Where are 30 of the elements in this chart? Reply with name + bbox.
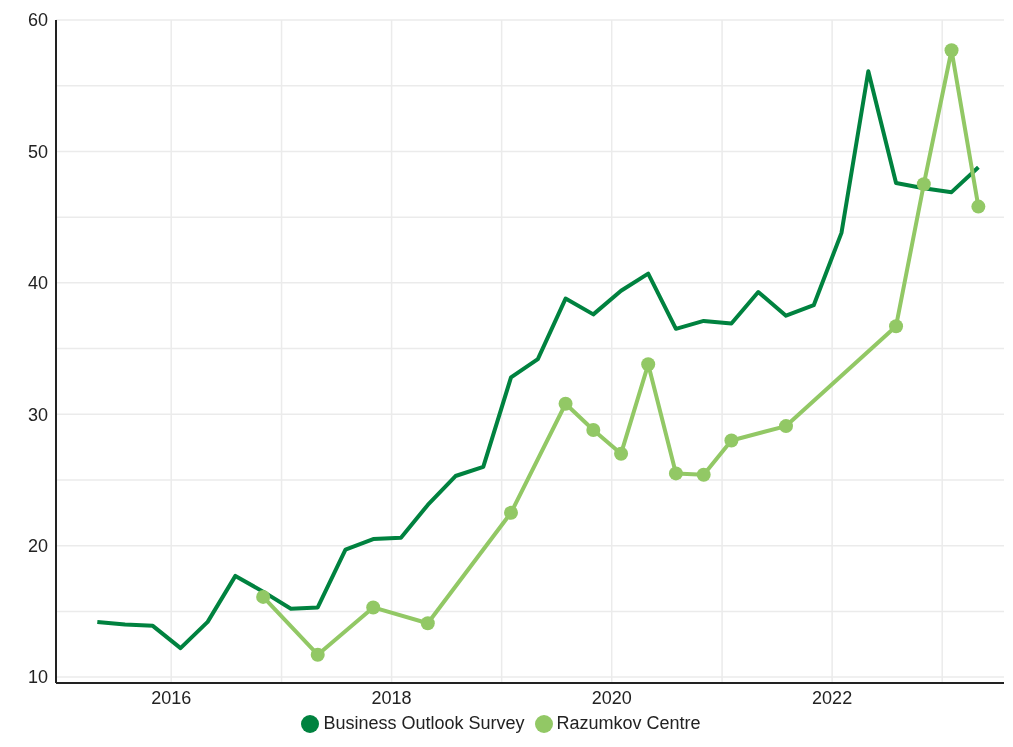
y-tick-label: 60 bbox=[27, 10, 48, 31]
point bbox=[668, 466, 683, 481]
point bbox=[310, 647, 325, 662]
point bbox=[614, 446, 629, 461]
point bbox=[366, 600, 381, 615]
point bbox=[944, 43, 959, 58]
legend-label: Razumkov Centre bbox=[556, 713, 701, 733]
point bbox=[504, 505, 518, 520]
point bbox=[971, 199, 986, 214]
y-tick-label: 10 bbox=[27, 667, 48, 688]
line-series bbox=[95, 69, 981, 651]
point bbox=[779, 419, 793, 434]
y-tick-label: 20 bbox=[27, 536, 48, 557]
legend-label: Business Outlook Survey bbox=[323, 713, 525, 733]
y-tick-label: 50 bbox=[27, 141, 48, 162]
point bbox=[586, 423, 601, 438]
point bbox=[558, 396, 573, 411]
x-tick-label: 2018 bbox=[371, 687, 412, 708]
y-tick-label: 40 bbox=[27, 273, 48, 294]
x-tick-label: 2016 bbox=[151, 687, 192, 708]
x-tick-label: 2020 bbox=[591, 687, 632, 708]
point bbox=[256, 589, 271, 604]
point bbox=[641, 357, 656, 372]
x-tick-label: 2022 bbox=[812, 687, 853, 708]
point bbox=[724, 433, 739, 448]
point bbox=[889, 319, 904, 334]
point bbox=[916, 177, 931, 192]
point bbox=[420, 616, 435, 631]
point bbox=[696, 467, 711, 482]
y-tick-label: 30 bbox=[27, 404, 48, 425]
